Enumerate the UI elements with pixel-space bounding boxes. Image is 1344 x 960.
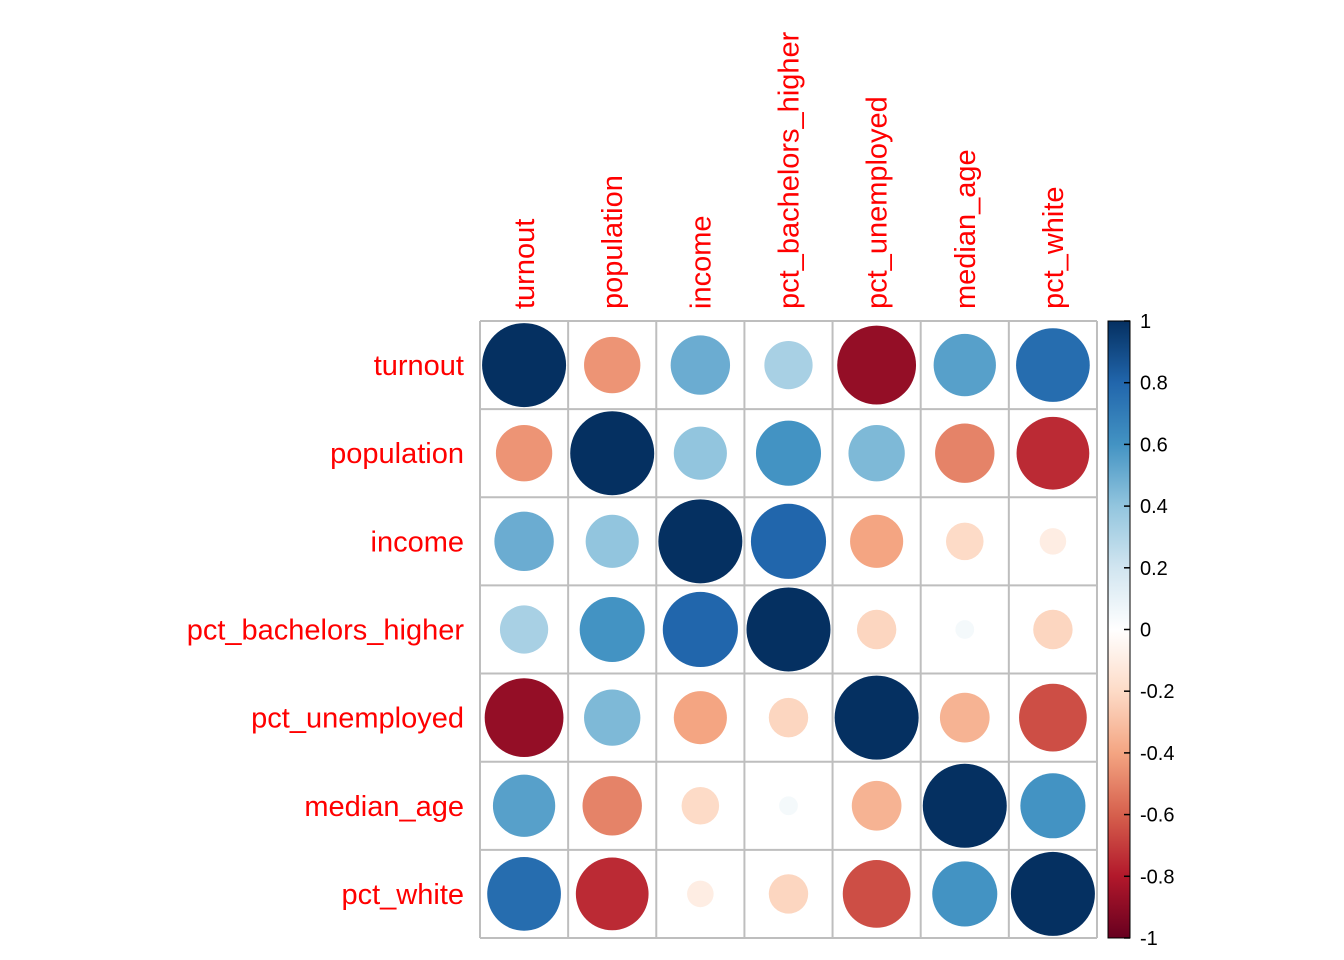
corr-circle-pct-unemployed-population — [584, 689, 641, 746]
column-label-turnout: turnout — [509, 219, 541, 309]
corr-circle-pct-white-pct-unemployed — [842, 860, 911, 928]
column-labels: turnout population income pct_bachelors_hig… — [509, 31, 1070, 309]
corr-circle-population-pct-unemployed — [848, 425, 905, 482]
row-label-median-age: median_age — [304, 791, 464, 823]
corr-circle-population-income — [673, 426, 727, 480]
colorbar-tick-label: 0.8 — [1140, 373, 1168, 395]
corr-circle-population-turnout — [495, 425, 553, 482]
corr-circle-median-age-pct-unemployed — [851, 780, 902, 831]
column-label-income: income — [685, 216, 717, 310]
row-label-turnout: turnout — [374, 350, 464, 382]
row-label-population: population — [330, 438, 464, 470]
corr-circle-turnout-median-age — [933, 333, 996, 397]
colorbar-tick-label: -0.8 — [1140, 866, 1174, 888]
column-label-pct-unemployed: pct_unemployed — [862, 96, 894, 309]
column-label-population: population — [597, 175, 629, 309]
corr-circle-turnout-pct-white — [1016, 328, 1090, 402]
matrix-cells — [482, 323, 1095, 936]
corr-circle-pct-white-turnout — [487, 857, 561, 931]
corr-circle-population-pct-white — [1016, 416, 1090, 490]
colorbar-tick-label: 0.2 — [1140, 558, 1168, 580]
colorbar-tick-label: 0.4 — [1140, 496, 1168, 518]
corr-circle-pct-unemployed-income — [673, 691, 727, 745]
corr-circle-pct-bachelors-higher-income — [662, 591, 738, 668]
corr-circle-median-age-median-age — [922, 763, 1007, 848]
corr-circle-income-population — [585, 514, 639, 568]
corr-circle-median-age-turnout — [492, 774, 556, 837]
corr-circle-turnout-population — [584, 336, 641, 394]
corr-circle-median-age-population — [582, 776, 642, 836]
corr-circle-turnout-pct-bachelors-higher — [764, 340, 813, 390]
corr-circle-pct-bachelors-higher-population — [579, 596, 645, 663]
corr-circle-pct-bachelors-higher-median-age — [955, 620, 975, 639]
corr-circle-pct-bachelors-higher-turnout — [499, 605, 549, 654]
row-label-income: income — [371, 526, 465, 558]
column-label-pct-bachelors-higher: pct_bachelors_higher — [773, 31, 805, 309]
column-label-pct-white: pct_white — [1038, 186, 1070, 309]
corr-circle-pct-white-income — [687, 880, 714, 908]
corr-circle-pct-unemployed-pct-unemployed — [834, 675, 919, 760]
colorbar-tick-label: 1 — [1140, 311, 1151, 333]
colorbar-tick-label: -0.2 — [1140, 681, 1174, 703]
corr-circle-population-population — [570, 411, 655, 496]
corr-circle-pct-unemployed-median-age — [939, 692, 990, 743]
colorbar-tick-label: -0.6 — [1140, 805, 1174, 827]
corr-circle-pct-white-median-age — [932, 861, 998, 927]
corr-circle-turnout-turnout — [482, 323, 567, 408]
matrix-grid — [479, 320, 1098, 939]
row-labels: turnout population income pct_bachelors_hig… — [187, 350, 465, 911]
corr-circle-pct-bachelors-higher-pct-bachelors-higher — [746, 587, 831, 672]
corr-circle-pct-white-pct-bachelors-higher — [768, 874, 809, 914]
row-label-pct-unemployed: pct_unemployed — [251, 703, 464, 735]
corr-circle-income-pct-unemployed — [850, 514, 904, 568]
corr-circle-income-median-age — [945, 522, 984, 561]
row-label-pct-white: pct_white — [341, 879, 464, 911]
corr-circle-pct-unemployed-pct-white — [1019, 683, 1087, 752]
colorbar-tick-label: 0.6 — [1140, 434, 1168, 456]
corr-circle-pct-white-population — [575, 857, 649, 931]
corr-circle-pct-white-pct-white — [1010, 851, 1095, 936]
corr-circle-median-age-pct-bachelors-higher — [779, 796, 798, 816]
corr-circle-pct-bachelors-higher-pct-unemployed — [856, 609, 897, 650]
corr-circle-population-median-age — [935, 423, 995, 483]
colorbar-tick-label: -0.4 — [1140, 743, 1174, 765]
corr-circle-median-age-pct-white — [1020, 773, 1086, 839]
corr-circle-turnout-income — [670, 335, 731, 395]
corr-circle-pct-unemployed-pct-bachelors-higher — [768, 697, 809, 738]
corr-circle-income-turnout — [494, 511, 554, 572]
corr-circle-population-pct-bachelors-higher — [755, 420, 822, 486]
column-label-median-age: median_age — [950, 149, 982, 309]
corr-circle-turnout-pct-unemployed — [837, 325, 917, 405]
corr-circle-median-age-income — [681, 786, 720, 825]
corr-circle-income-income — [658, 499, 743, 584]
corr-circle-income-pct-bachelors-higher — [750, 503, 827, 579]
colorbar-ticks: 1 0.8 0.6 0.4 0.2 0 -0.2 -0.4 -0.6 -0.8 -1 — [1124, 311, 1174, 950]
colorbar-tick-label: 0 — [1140, 619, 1151, 641]
corr-circle-pct-unemployed-turnout — [484, 678, 564, 758]
colorbar-tick-label: -1 — [1140, 928, 1158, 950]
corr-circle-pct-bachelors-higher-pct-white — [1033, 609, 1073, 650]
row-label-pct-bachelors-higher: pct_bachelors_higher — [187, 614, 465, 646]
corr-circle-income-pct-white — [1039, 528, 1067, 555]
